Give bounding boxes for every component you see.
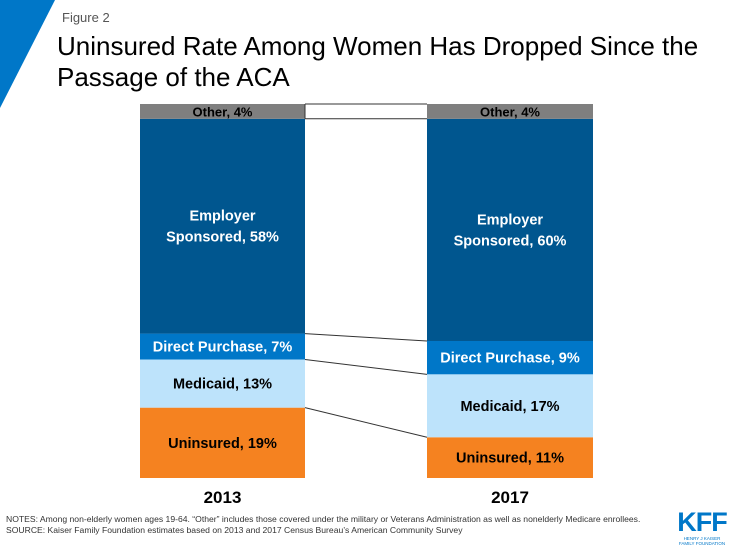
x-tick-label: 2013: [204, 488, 242, 507]
notes-text: NOTES: Among non-elderly women ages 19-6…: [6, 514, 641, 524]
bar-segment-other-2017: [427, 104, 593, 119]
data-label: Uninsured, 11%: [456, 451, 564, 467]
data-label: Other, 4%: [193, 104, 253, 119]
data-label: Medicaid, 13%: [173, 377, 272, 393]
bar-segment-other-2013: [140, 104, 305, 119]
footnotes: NOTES: Among non-elderly women ages 19-6…: [6, 514, 646, 536]
kff-logo: KFF HENRY J KAISER FAMILY FOUNDATION: [677, 507, 727, 546]
x-tick-label: 2017: [491, 488, 529, 507]
data-label: Employer: [477, 212, 543, 228]
bar-segment-direct-2017: [427, 340, 593, 375]
data-label: Employer: [189, 209, 255, 225]
data-label: Uninsured, 19%: [168, 436, 277, 452]
data-label: Sponsored, 60%: [454, 233, 567, 249]
bar-segment-employer-2017: [427, 118, 593, 341]
source-text: SOURCE: Kaiser Family Foundation estimat…: [6, 525, 463, 535]
bar-segment-employer-2013: [140, 118, 305, 334]
data-label: Direct Purchase, 7%: [153, 340, 293, 356]
bar-segment-medicaid-2013: [140, 359, 305, 408]
bar-segment-uninsured-2017: [427, 437, 593, 478]
data-label: Other, 4%: [480, 104, 540, 119]
connector-line: [304, 359, 428, 375]
connector-line: [304, 333, 428, 342]
chart-title: Uninsured Rate Among Women Has Dropped S…: [57, 31, 699, 92]
data-label: Medicaid, 17%: [460, 399, 559, 415]
accent-shape: [0, 0, 55, 108]
bar-segment-medicaid-2017: [427, 374, 593, 438]
bar-segment-uninsured-2013: [140, 407, 305, 478]
figure-label: Figure 2: [62, 10, 110, 25]
stacked-bar-chart: Uninsured, 19% Medicaid, 13% Direct Purcha…: [140, 103, 593, 507]
data-label: Sponsored, 58%: [166, 230, 279, 246]
connector-line: [304, 407, 428, 438]
bar-segment-direct-2013: [140, 333, 305, 360]
data-label: Direct Purchase, 9%: [440, 351, 580, 367]
